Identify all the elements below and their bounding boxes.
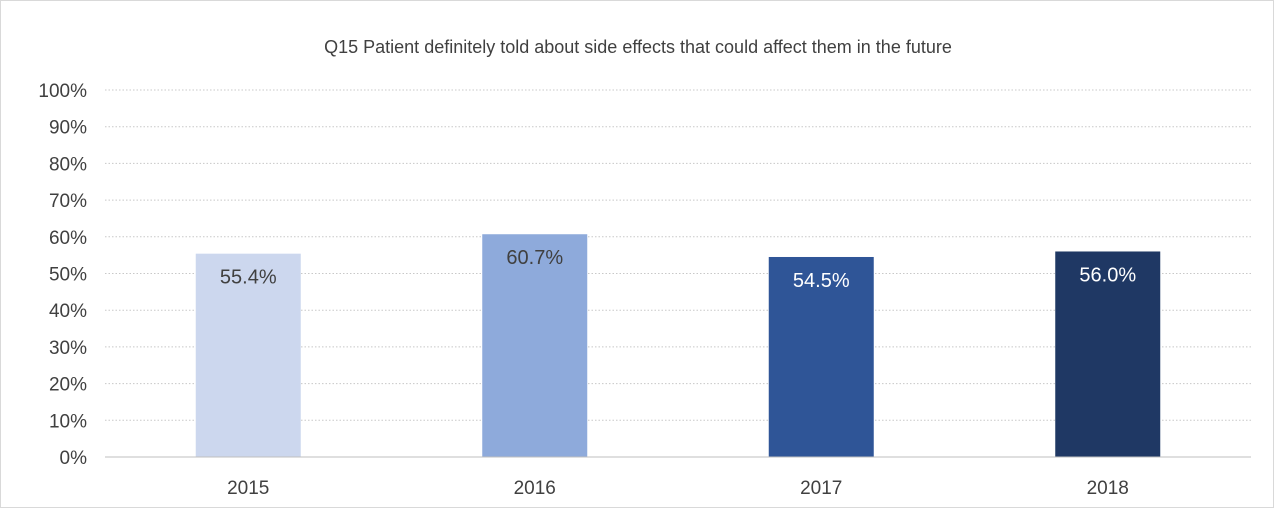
bar-2015 <box>195 253 301 457</box>
x-axis-ticks: 2015 2016 2017 2018 <box>227 478 1129 499</box>
data-label-2018: 56.0% <box>1079 264 1136 286</box>
y-tick-label: 10% <box>49 411 87 432</box>
x-tick-label: 2018 <box>1087 478 1129 499</box>
bars <box>195 234 1161 457</box>
y-tick-label: 70% <box>49 191 87 212</box>
data-label-2016: 60.7% <box>506 247 563 269</box>
x-tick-label: 2016 <box>514 478 556 499</box>
y-tick-label: 100% <box>38 81 87 102</box>
y-tick-label: 50% <box>49 265 87 286</box>
chart-title: Q15 Patient definitely told about side e… <box>324 37 952 57</box>
data-label-2015: 55.4% <box>220 267 277 289</box>
y-tick-label: 80% <box>49 154 87 175</box>
y-tick-label: 30% <box>49 338 87 359</box>
x-tick-label: 2015 <box>227 478 269 499</box>
y-tick-label: 20% <box>49 375 87 396</box>
bar-2017 <box>768 256 874 457</box>
y-tick-label: 60% <box>49 228 87 249</box>
y-tick-label: 0% <box>60 448 88 469</box>
y-axis-ticks: 0% 10% 20% 30% 40% 50% 60% 70% 80% 90% 100% <box>38 81 87 469</box>
y-tick-label: 90% <box>49 118 87 139</box>
data-labels: 55.4% 60.7% 54.5% 56.0% <box>220 247 1136 292</box>
x-tick-label: 2017 <box>800 478 842 499</box>
data-label-2017: 54.5% <box>793 270 850 292</box>
bar-2018 <box>1055 251 1161 457</box>
bar-2016 <box>482 234 588 457</box>
y-tick-label: 40% <box>49 301 87 322</box>
